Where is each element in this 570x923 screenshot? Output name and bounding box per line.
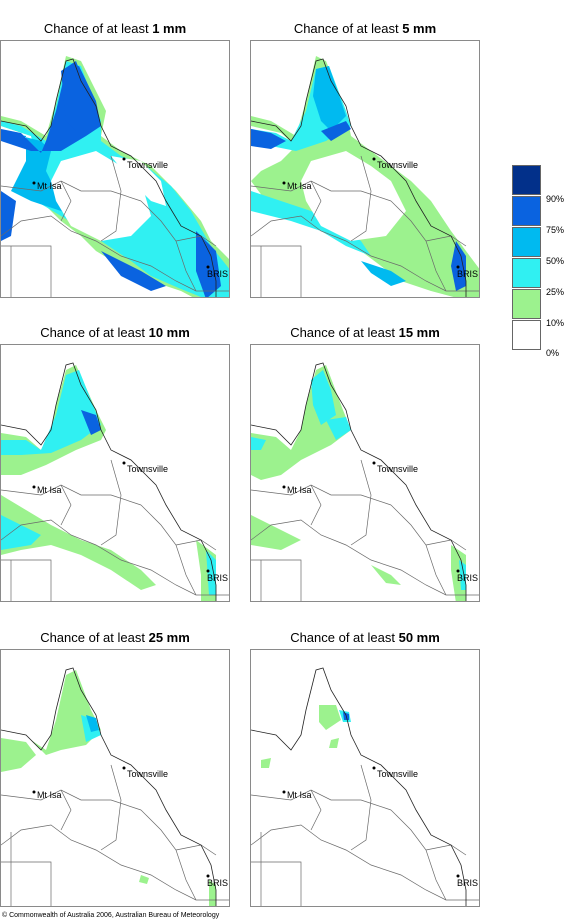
rainfall-map: Townsville Mt Isa BRIS xyxy=(1,56,229,297)
legend-label-25: 25% xyxy=(546,287,565,297)
town-label-mt-isa: Mt Isa xyxy=(37,181,62,191)
map-panel-25mm: Townsville Mt Isa BRIS xyxy=(0,649,230,907)
legend-label-90: 90% xyxy=(546,194,565,204)
probability-shading xyxy=(251,365,466,601)
town-label-brisbane: BRIS xyxy=(207,269,228,279)
town-markers xyxy=(282,766,460,878)
map-panel-10mm: Townsville Mt Isa BRIS xyxy=(0,344,230,602)
legend-swatch-0 xyxy=(512,320,541,350)
town-label-mt-isa: Mt Isa xyxy=(287,790,312,800)
town-markers xyxy=(282,461,460,573)
legend-swatch-90 xyxy=(512,165,541,195)
panel-threshold: 25 mm xyxy=(148,630,190,645)
town-label-brisbane: BRIS xyxy=(457,878,478,888)
town-label-brisbane: BRIS xyxy=(457,573,478,583)
copyright-footer: © Commonwealth of Australia 2006, Austra… xyxy=(2,912,220,919)
panel-title-prefix: Chance of at least xyxy=(290,325,399,340)
legend-swatch-25 xyxy=(512,258,541,288)
town-label-brisbane: BRIS xyxy=(457,269,478,279)
town-label-townsville: Townsville xyxy=(127,160,168,170)
panel-title-prefix: Chance of at least xyxy=(43,21,153,36)
rainfall-map: Townsville Mt Isa BRIS xyxy=(251,667,479,906)
coastline xyxy=(251,58,467,297)
panel-title-5mm: Chance of at least 5 mm xyxy=(245,21,485,36)
panel-title-50mm: Chance of at least 50 mm xyxy=(245,630,485,645)
panel-title-1mm: Chance of at least 1 mm xyxy=(0,21,235,36)
region-boundaries xyxy=(251,459,479,601)
town-label-townsville: Townsville xyxy=(377,464,418,474)
town-label-mt-isa: Mt Isa xyxy=(37,485,62,495)
map-panel-5mm: Townsville Mt Isa BRIS xyxy=(250,40,480,298)
town-label-townsville: Townsville xyxy=(377,769,418,779)
town-label-brisbane: BRIS xyxy=(207,878,228,888)
panel-threshold: 5 mm xyxy=(402,21,437,36)
coastline xyxy=(1,58,217,297)
panel-threshold: 10 mm xyxy=(148,325,190,340)
legend-label-0: 0% xyxy=(546,348,560,358)
legend-swatch-10 xyxy=(512,289,541,319)
region-boundaries xyxy=(251,155,479,297)
town-markers xyxy=(32,157,210,269)
probability-shading xyxy=(261,705,351,768)
rainfall-map: Townsville Mt Isa BRIS xyxy=(1,362,229,601)
probability-shading xyxy=(1,365,216,601)
town-label-mt-isa: Mt Isa xyxy=(37,790,62,800)
town-label-brisbane: BRIS xyxy=(207,573,228,583)
legend-swatch-50 xyxy=(512,227,541,257)
panel-title-prefix: Chance of at least xyxy=(290,630,399,645)
rainfall-map: Townsville Mt Isa BRIS xyxy=(251,56,479,297)
coastline xyxy=(1,362,217,601)
probability-shading xyxy=(251,56,479,297)
coastline xyxy=(251,667,467,906)
panel-title-15mm: Chance of at least 15 mm xyxy=(245,325,485,340)
probability-shading xyxy=(1,56,229,297)
panel-title-25mm: Chance of at least 25 mm xyxy=(0,630,235,645)
probability-shading xyxy=(1,670,216,906)
town-label-townsville: Townsville xyxy=(127,464,168,474)
panel-title-prefix: Chance of at least xyxy=(40,325,149,340)
panel-threshold: 50 mm xyxy=(398,630,440,645)
town-markers xyxy=(32,461,210,573)
town-label-townsville: Townsville xyxy=(377,160,418,170)
town-markers xyxy=(282,157,460,269)
coastline xyxy=(251,362,467,601)
map-panel-15mm: Townsville Mt Isa BRIS xyxy=(250,344,480,602)
panel-threshold: 1 mm xyxy=(152,21,187,36)
legend-label-75: 75% xyxy=(546,225,565,235)
town-label-townsville: Townsville xyxy=(127,769,168,779)
town-label-mt-isa: Mt Isa xyxy=(287,181,312,191)
town-markers xyxy=(32,766,210,878)
legend-label-50: 50% xyxy=(546,256,565,266)
panel-title-prefix: Chance of at least xyxy=(293,21,403,36)
region-boundaries xyxy=(251,764,479,906)
map-panel-50mm: Townsville Mt Isa BRIS xyxy=(250,649,480,907)
coastline xyxy=(1,667,217,906)
rainfall-map: Townsville Mt Isa BRIS xyxy=(251,362,479,601)
rainfall-map: Townsville Mt Isa BRIS xyxy=(1,667,229,906)
legend-label-10: 10% xyxy=(546,318,565,328)
map-panel-1mm: Townsville Mt Isa BRIS xyxy=(0,40,230,298)
legend-swatch-75 xyxy=(512,196,541,226)
panel-threshold: 15 mm xyxy=(398,325,440,340)
town-label-mt-isa: Mt Isa xyxy=(287,485,312,495)
region-boundaries xyxy=(1,764,229,906)
panel-title-prefix: Chance of at least xyxy=(40,630,149,645)
panel-title-10mm: Chance of at least 10 mm xyxy=(0,325,235,340)
